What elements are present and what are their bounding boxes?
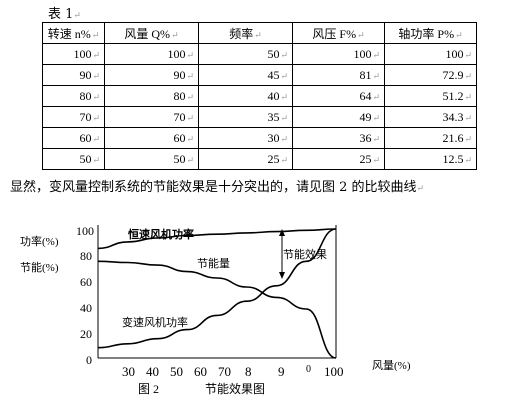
energy-saving-chart: 功率(%) 节能(%) 100 80 60 40 20 0 30 40 50 6… xyxy=(20,224,411,396)
table-cell: 72.9↵ xyxy=(384,64,477,86)
table-cell: 12.5↵ xyxy=(384,148,477,170)
header-cell: 轴功率 P%↵ xyxy=(384,22,477,44)
label-saving-effect: 节能效果 xyxy=(283,247,327,261)
x-tick-label: 100 xyxy=(324,364,344,379)
x-tick-label: 50 xyxy=(170,364,183,379)
table-header-row: 转速 n%↵ 风量 Q%↵ 频率↵ 风压 F%↵ 轴功率 P%↵ xyxy=(42,22,477,44)
x-tick-label: 60 xyxy=(194,364,207,379)
table-cell: 50↵ xyxy=(104,148,199,170)
table-row: 90↵ 90↵ 45↵ 81↵ 72.9↵ xyxy=(42,64,477,86)
figure-number: 图 2 xyxy=(138,382,159,396)
y-tick-label: 100 xyxy=(76,224,94,238)
variable-speed-power-line xyxy=(97,228,337,349)
body-note: 显然，变风量控制系统的节能效果是十分突出的，请见图 2 的比较曲线↵ xyxy=(10,180,425,195)
table-cell: 60↵ xyxy=(42,127,105,149)
table-cell: 50↵ xyxy=(42,148,105,170)
y-label-saving: 节能(%) xyxy=(20,260,59,274)
arrow-head-down xyxy=(279,272,285,279)
x-tick-label: 9 xyxy=(278,364,285,379)
table-cell: 25↵ xyxy=(292,148,385,170)
table-row: 50↵ 50↵ 25↵ 25↵ 12.5↵ xyxy=(42,148,477,170)
table-cell: 45↵ xyxy=(198,64,293,86)
table-cell: 90↵ xyxy=(42,64,105,86)
header-cell: 风压 F%↵ xyxy=(292,22,385,44)
y-tick-label: 60 xyxy=(80,275,92,289)
y-label-power: 功率(%) xyxy=(20,234,59,248)
table-cell: 100↵ xyxy=(292,43,385,65)
header-cell: 频率↵ xyxy=(198,22,293,44)
table-cell: 80↵ xyxy=(42,85,105,107)
label-variable-speed-power: 变速风机功率 xyxy=(122,315,188,329)
table-title: 表 1↵ xyxy=(48,7,81,22)
y-tick-label: 0 xyxy=(86,353,92,367)
table-cell: 90↵ xyxy=(104,64,199,86)
table-cell: 25↵ xyxy=(198,148,293,170)
table-cell: 81↵ xyxy=(292,64,385,86)
x-tick-label: 8 xyxy=(245,364,252,379)
table-cell: 34.3↵ xyxy=(384,106,477,128)
constant-speed-power-line xyxy=(97,228,337,250)
data-table: 转速 n%↵ 风量 Q%↵ 频率↵ 风压 F%↵ 轴功率 P%↵ 100↵ 100… xyxy=(42,22,477,170)
table-cell: 51.2↵ xyxy=(384,85,477,107)
y-tick-label: 40 xyxy=(80,301,92,315)
table-cell: 64↵ xyxy=(292,85,385,107)
label-constant-speed-power: 恒速风机功率 xyxy=(128,227,194,241)
table-row: 100↵ 100↵ 50↵ 100↵ 100↵ xyxy=(42,43,477,65)
table-cell: 60↵ xyxy=(104,127,199,149)
table-cell: 100↵ xyxy=(384,43,477,65)
table-cell: 40↵ xyxy=(198,85,293,107)
header-cell: 转速 n%↵ xyxy=(42,22,105,44)
x-tick-label: 40 xyxy=(146,364,159,379)
table-row: 80↵ 80↵ 40↵ 64↵ 51.2↵ xyxy=(42,85,477,107)
table-cell: 100↵ xyxy=(104,43,199,65)
table-cell: 30↵ xyxy=(198,127,293,149)
x-axis-label: 风量(%) xyxy=(372,359,411,372)
table-cell: 70↵ xyxy=(42,106,105,128)
header-cell: 风量 Q%↵ xyxy=(104,22,199,44)
x-tick-label: 0 xyxy=(306,364,311,375)
table-cell: 50↵ xyxy=(198,43,293,65)
table-row: 60↵ 60↵ 30↵ 36↵ 21.6↵ xyxy=(42,127,477,149)
table-cell: 35↵ xyxy=(198,106,293,128)
table-cell: 36↵ xyxy=(292,127,385,149)
saving-amount-line xyxy=(97,260,337,359)
x-tick-label: 30 xyxy=(122,364,135,379)
table-cell: 49↵ xyxy=(292,106,385,128)
arrow-head-up xyxy=(279,229,285,236)
figure-caption: 节能效果图 xyxy=(205,381,265,396)
y-tick-label: 80 xyxy=(80,249,92,263)
label-saving-amount: 节能量 xyxy=(197,256,230,270)
x-tick-label: 70 xyxy=(218,364,231,379)
table-row: 70↵ 70↵ 35↵ 49↵ 34.3↵ xyxy=(42,106,477,128)
table-cell: 70↵ xyxy=(104,106,199,128)
table-cell: 80↵ xyxy=(104,85,199,107)
y-tick-label: 20 xyxy=(80,327,92,341)
table-cell: 21.6↵ xyxy=(384,127,477,149)
table-cell: 100↵ xyxy=(42,43,105,65)
